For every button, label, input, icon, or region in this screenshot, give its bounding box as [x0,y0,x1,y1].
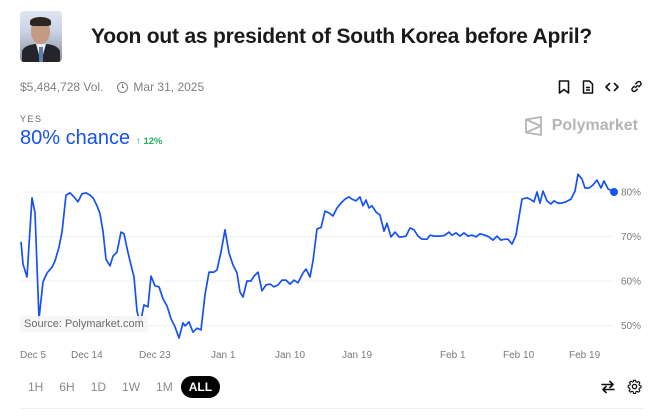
range-1m-button[interactable]: 1M [156,380,173,394]
outcome-label: YES [20,114,43,124]
chance-value: 80% chance [20,127,131,149]
range-all-button[interactable]: ALL [180,376,221,398]
bottom-divider [20,408,644,409]
link-icon[interactable] [629,79,643,94]
arrow-up-icon: ↑ [136,136,141,147]
volume-text: $5,484,728 Vol. [20,80,104,94]
time-range-selector: 1H 6H 1D 1W 1M ALL [20,376,221,398]
y-axis-ticks: 80% 70% 60% 50% [621,188,641,333]
chart-tools [601,379,642,394]
range-6h-button[interactable]: 6H [59,380,75,394]
embed-code-icon[interactable] [605,79,619,94]
x-tick: Dec 14 [71,350,103,361]
chart-gridlines [20,191,612,326]
avatar-tie [39,47,43,62]
market-title: Yoon out as president of South Korea bef… [91,24,593,48]
market-avatar [20,11,62,62]
settings-gear-icon[interactable] [627,379,642,394]
polymarket-logo-icon [524,116,542,136]
bookmark-icon[interactable] [557,79,571,94]
chart-source: Source: Polymarket.com [20,316,148,332]
x-tick: Jan 1 [211,350,236,361]
x-tick: Jan 19 [342,350,373,361]
current-price-dot [610,188,618,196]
range-1h-button[interactable]: 1H [28,380,44,394]
price-chart[interactable]: 80% 70% 60% 50% [0,160,658,360]
outcome-chance: 80% chance ↑ 12% [20,127,162,150]
end-date-text: Mar 31, 2025 [133,80,205,94]
chance-delta: ↑ 12% [136,136,162,147]
range-1w-button[interactable]: 1W [122,380,141,394]
delta-value: 12% [143,136,163,147]
document-icon[interactable] [581,79,595,94]
market-header: Yoon out as president of South Korea bef… [20,11,592,62]
x-tick: Feb 19 [569,350,601,361]
x-tick: Dec 5 [20,350,47,361]
y-tick-label: 80% [621,188,641,199]
y-tick-label: 50% [621,321,641,332]
swap-icon[interactable] [601,380,615,394]
x-tick: Dec 23 [139,350,171,361]
brand-name: Polymarket [551,117,638,134]
range-1d-button[interactable]: 1D [90,380,107,394]
clock-icon [117,81,129,93]
y-tick-label: 60% [621,277,641,288]
price-line [20,173,615,339]
y-tick-label: 70% [621,232,641,243]
market-toolbar [557,79,643,94]
market-meta: $5,484,728 Vol. Mar 31, 2025 [20,80,204,94]
avatar-face [31,20,50,44]
avatar-hair [30,17,51,26]
x-axis: Dec 5 Dec 14 Dec 23 Jan 1 Jan 10 Jan 19 … [0,350,658,364]
x-tick: Jan 10 [275,350,306,361]
polymarket-brand: Polymarket [524,116,638,136]
x-tick: Feb 1 [440,350,466,361]
x-tick: Feb 10 [503,350,535,361]
